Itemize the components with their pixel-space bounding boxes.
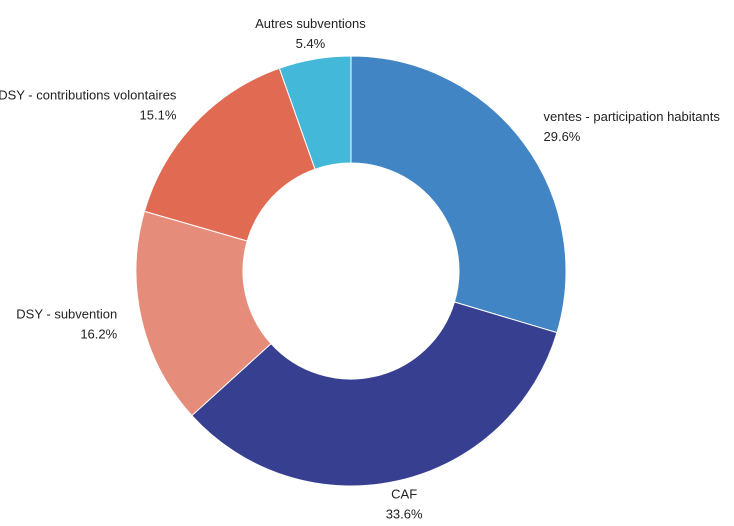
slice-value: 29.6% bbox=[544, 129, 581, 144]
slice-label: ventes - participation habitants bbox=[544, 109, 721, 124]
slice-value: 33.6% bbox=[386, 506, 423, 521]
slice bbox=[135, 210, 272, 417]
slice-label: DSY - subvention bbox=[16, 307, 117, 322]
slice-label: DSY - contributions volontaires bbox=[0, 88, 177, 103]
slice-label: Autres subventions bbox=[255, 16, 366, 31]
slice-value: 5.4% bbox=[296, 36, 326, 51]
slice-value: 16.2% bbox=[80, 327, 117, 342]
slice bbox=[191, 301, 558, 487]
slice bbox=[278, 55, 352, 170]
slice-value: 15.1% bbox=[140, 108, 177, 123]
slice bbox=[143, 67, 316, 242]
slice bbox=[350, 55, 567, 334]
slice-label: CAF bbox=[391, 486, 417, 501]
